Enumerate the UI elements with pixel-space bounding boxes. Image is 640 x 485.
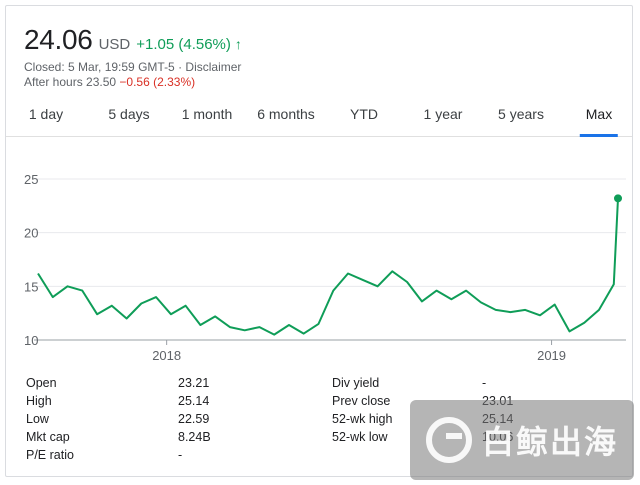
tab-5-days[interactable]: 5 days xyxy=(108,106,150,122)
price-header: 24.06 USD +1.05 (4.56%) ↑ xyxy=(24,24,242,56)
after-hours-line: After hours 23.50 −0.56 (2.33%) xyxy=(24,75,195,89)
after-hours-change: −0.56 (2.33%) xyxy=(119,75,196,89)
tab-1-month[interactable]: 1 month xyxy=(181,106,233,122)
stat-label: Div yield xyxy=(332,376,380,390)
x-tick-label: 2019 xyxy=(537,348,566,363)
stat-value: 25.14 xyxy=(178,394,210,408)
y-tick-label: 20 xyxy=(24,226,38,241)
tab-max[interactable]: Max xyxy=(579,92,619,137)
x-tick-label: 2018 xyxy=(152,348,181,363)
watermark-logo-icon xyxy=(425,417,472,463)
tab-1-day[interactable]: 1 day xyxy=(28,106,64,122)
watermark: 白鲸出海 xyxy=(410,400,634,480)
tab-1-year[interactable]: 1 year xyxy=(423,106,463,122)
stat-label: Mkt cap xyxy=(26,430,70,444)
stat-label: 52-wk high xyxy=(332,412,393,426)
price-line xyxy=(37,198,619,336)
watermark-text: 白鲸出海 xyxy=(481,424,618,460)
stat-value: - xyxy=(482,376,487,390)
stat-label: 52-wk low xyxy=(332,430,388,444)
stat-label: Prev close xyxy=(332,394,391,408)
latest-price-dot xyxy=(614,194,622,203)
stat-label: High xyxy=(26,394,52,408)
y-tick-label: 25 xyxy=(24,172,38,187)
tab-ytd[interactable]: YTD xyxy=(350,106,378,122)
y-tick-label: 10 xyxy=(24,333,38,348)
market-status: Closed: 5 Mar, 19:59 GMT-5 · Disclaimer xyxy=(24,60,242,74)
stat-label: P/E ratio xyxy=(26,448,74,462)
stock-quote-card: 24.06 USD +1.05 (4.56%) ↑ Closed: 5 Mar,… xyxy=(5,5,633,477)
stat-label: Open xyxy=(26,376,57,390)
stat-value: - xyxy=(178,448,183,462)
price-change: +1.05 (4.56%) xyxy=(136,36,231,53)
currency-label: USD xyxy=(98,36,131,53)
tab-6-months[interactable]: 6 months xyxy=(257,106,315,122)
current-price: 24.06 xyxy=(24,24,93,55)
stat-label: Low xyxy=(26,412,49,426)
y-tick-label: 15 xyxy=(24,279,38,294)
stat-value: 22.59 xyxy=(178,412,210,426)
after-hours-label: After hours 23.50 xyxy=(24,75,117,89)
price-chart: 25 20 15 10 2018 2019 xyxy=(24,172,626,363)
stat-value: 23.21 xyxy=(178,376,210,390)
range-tabs: 1 day 5 days 1 month 6 months YTD 1 year 5 yea… xyxy=(6,92,632,137)
tab-5-years[interactable]: 5 years xyxy=(498,106,544,122)
up-arrow-icon: ↑ xyxy=(234,36,242,52)
stat-value: 8.24B xyxy=(178,430,211,444)
